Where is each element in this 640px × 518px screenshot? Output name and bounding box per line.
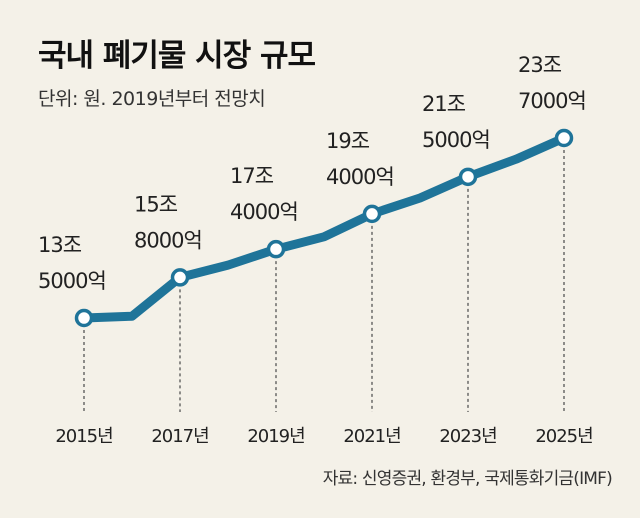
- data-label-2017년-line2: 8000억: [134, 228, 202, 252]
- x-axis-ticks: 2015년 2017년 2019년 2021년 2023년 2025년: [55, 426, 593, 447]
- data-label-2025년-line2: 7000억: [518, 89, 586, 113]
- data-label-2023년-line1: 21조: [422, 92, 466, 116]
- data-point-2021년: [362, 204, 382, 224]
- x-tick-2021년: 2021년: [343, 426, 400, 447]
- data-point-2025년: [554, 128, 574, 148]
- x-tick-2015년: 2015년: [55, 426, 112, 447]
- data-markers: [74, 128, 574, 328]
- data-label-2019년-line1: 17조: [230, 164, 274, 188]
- data-point-2017년: [170, 268, 190, 287]
- chart-title: 국내 폐기물 시장 규모: [38, 38, 316, 74]
- market-size-line: [79, 133, 569, 323]
- data-label-2021년-line2: 4000억: [326, 165, 394, 189]
- guide-lines: [83, 138, 565, 412]
- chart-subtitle: 단위: 원. 2019년부터 전망치: [38, 88, 266, 110]
- data-label-2021년-line1: 19조: [326, 129, 370, 153]
- data-point-2015년: [74, 308, 94, 328]
- x-tick-2019년: 2019년: [247, 426, 304, 447]
- data-label-2017년-line1: 15조: [134, 192, 178, 216]
- data-label-2019년-line2: 4000억: [230, 200, 298, 224]
- data-labels: 13조 5000억 15조 8000억 17조 4000억 19조 4000억 21조 5000억…: [38, 53, 587, 293]
- x-tick-2025년: 2025년: [535, 426, 592, 447]
- data-point-2023년: [458, 167, 478, 187]
- x-tick-2023년: 2023년: [439, 426, 496, 447]
- data-label-2015년-line2: 5000억: [38, 269, 106, 293]
- source-note: 자료: 신영증권, 환경부, 국제통화기금(IMF): [322, 469, 613, 489]
- data-label-2015년-line1: 13조: [38, 233, 82, 257]
- x-tick-2017년: 2017년: [151, 426, 208, 447]
- data-label-2023년-line2: 5000억: [422, 128, 490, 152]
- data-label-2025년-line1: 23조: [518, 53, 562, 77]
- data-point-2019년: [266, 239, 286, 259]
